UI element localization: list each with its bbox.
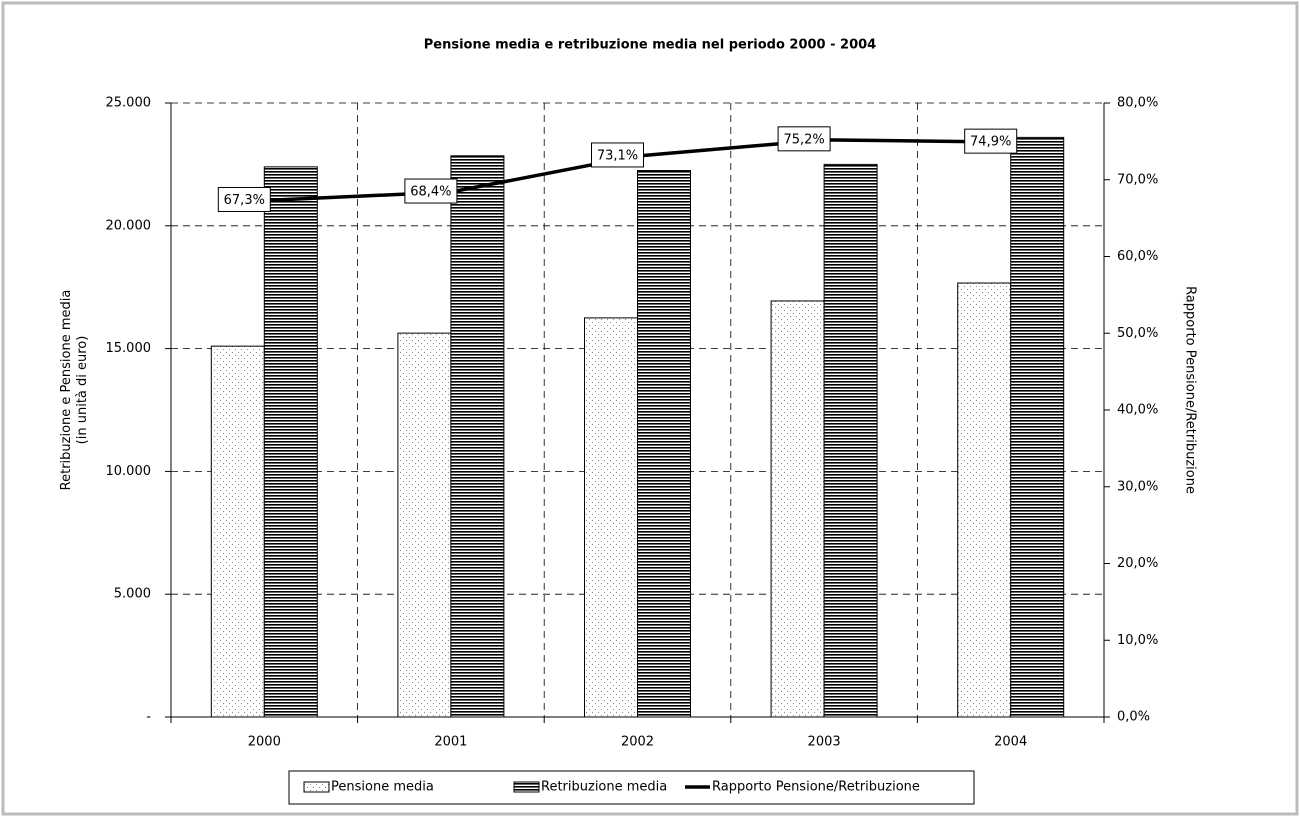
y-tick-label: -	[146, 710, 151, 725]
y2-tick-label: 30,0%	[1117, 479, 1158, 494]
bar	[584, 317, 638, 718]
y2-tick-label: 70,0%	[1117, 172, 1158, 187]
data-label-box	[964, 128, 1018, 154]
y-axis-title-line: (in unità di euro)	[75, 336, 90, 445]
x-tick-label: 2003	[808, 735, 841, 750]
bar	[263, 166, 318, 718]
data-label: 73,1%	[597, 148, 638, 163]
x-tick-label: 2002	[621, 735, 654, 750]
legend-label: Rapporto Pensione/Retribuzione	[712, 780, 920, 795]
data-label-box	[217, 186, 271, 212]
y2-tick-label: 50,0%	[1117, 326, 1158, 341]
data-label: 68,4%	[410, 185, 451, 200]
data-label-box	[404, 178, 458, 204]
y2-tick-label: 60,0%	[1117, 249, 1158, 264]
data-label: 75,2%	[783, 132, 824, 147]
bar	[397, 332, 452, 718]
data-label-box	[777, 126, 831, 152]
y2-tick-label: 40,0%	[1117, 403, 1158, 418]
x-tick-label: 2001	[434, 735, 467, 750]
y-tick-label: 20.000	[106, 218, 152, 233]
bar	[770, 300, 825, 718]
bar	[210, 345, 265, 718]
legend-swatch	[513, 781, 540, 793]
legend-label: Pensione media	[331, 780, 434, 795]
bar	[1010, 136, 1065, 718]
y-axis-title-line: Retribuzione e Pensione media	[59, 290, 74, 491]
x-tick-label: 2000	[248, 735, 281, 750]
data-label-box	[591, 142, 644, 168]
bar	[823, 163, 878, 718]
y-tick-label: 5.000	[114, 587, 151, 602]
y2-tick-label: 0,0%	[1117, 710, 1150, 725]
y-tick-label: 10.000	[106, 464, 152, 479]
y2-tick-label: 10,0%	[1117, 633, 1158, 648]
chart-title: Pensione media e retribuzione media nel …	[424, 38, 876, 53]
legend-swatch	[303, 781, 330, 793]
legend-box	[288, 770, 975, 805]
data-label: 67,3%	[224, 193, 265, 208]
y-tick-label: 25.000	[106, 96, 152, 111]
y2-tick-label: 20,0%	[1117, 556, 1158, 571]
y2-tick-label: 80,0%	[1117, 96, 1158, 111]
x-tick-label: 2004	[994, 735, 1027, 750]
data-label: 74,9%	[970, 135, 1011, 150]
legend-label: Retribuzione media	[541, 780, 667, 795]
bar	[450, 155, 505, 718]
y2-axis-title: Rapporto Pensione/Retribuzione	[1183, 286, 1198, 494]
y-tick-label: 15.000	[106, 341, 152, 356]
y-axis-title: Retribuzione e Pensione media(in unità d…	[59, 290, 90, 491]
bar	[957, 282, 1012, 718]
bar	[637, 170, 691, 718]
